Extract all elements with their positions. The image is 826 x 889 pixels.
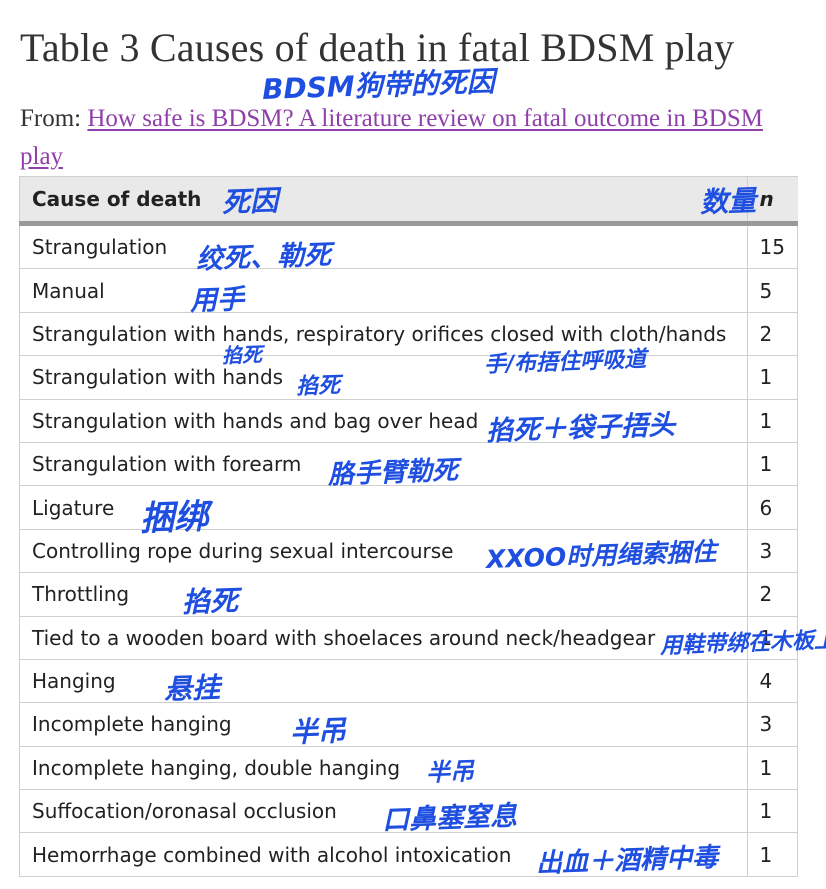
cause-of-death-cell: Strangulation with hands xyxy=(19,355,748,400)
count-cell: 1 xyxy=(746,615,799,660)
cause-of-death-cell: Strangulation xyxy=(19,222,748,270)
handwritten-note-row: 捆绑 xyxy=(139,496,209,540)
handwritten-note-row: 掐死 xyxy=(181,584,239,619)
table-header-row: Cause of death n xyxy=(19,176,798,226)
cause-of-death-cell: Throttling xyxy=(19,572,748,617)
causes-table: Cause of death n Strangulation 15 Manual 5 S… xyxy=(19,176,799,877)
cause-of-death-cell: Manual xyxy=(19,268,748,313)
source-line: From: How safe is BDSM? A literature rev… xyxy=(20,100,780,176)
cause-of-death-cell: Controlling rope during sexual intercour… xyxy=(19,528,748,574)
handwritten-note-row: 绞死、勒死 xyxy=(195,239,332,276)
table-row: Strangulation with hands 1 xyxy=(19,355,799,400)
count-cell: 1 xyxy=(746,398,799,443)
cause-of-death-cell: Ligature xyxy=(19,485,748,530)
handwritten-note-header-cause: 死因 xyxy=(221,184,279,219)
count-cell: 1 xyxy=(746,832,799,877)
table-row: Throttling 2 xyxy=(19,572,799,617)
table-row: Manual 5 xyxy=(19,268,799,313)
table-row: Strangulation 15 xyxy=(19,222,799,270)
count-cell: 1 xyxy=(746,355,799,400)
count-cell: 2 xyxy=(746,311,799,357)
table-title: Table 3 Causes of death in fatal BDSM pl… xyxy=(20,25,735,70)
count-cell: 3 xyxy=(746,702,799,747)
table-row: Controlling rope during sexual intercour… xyxy=(19,528,799,574)
header-cause-of-death: Cause of death xyxy=(19,176,748,226)
table-row: Strangulation with hands and bag over he… xyxy=(19,398,799,443)
table-row: Strangulation with hands, respiratory or… xyxy=(19,311,799,357)
handwritten-note-row: 用手 xyxy=(189,284,245,317)
cause-of-death-cell: Tied to a wooden board with shoelaces ar… xyxy=(19,615,748,660)
handwritten-note-row: 悬挂 xyxy=(163,671,221,706)
from-label: From: xyxy=(20,105,82,132)
count-cell: 1 xyxy=(746,745,799,791)
count-cell: 3 xyxy=(746,528,799,574)
count-cell: 15 xyxy=(746,222,799,270)
handwritten-note-row: 掐死 xyxy=(295,373,341,400)
handwritten-note-row: 半吊 xyxy=(289,714,347,749)
handwritten-note-row: 出血＋酒精中毒 xyxy=(535,842,719,880)
handwritten-note-title: BDSM狗带的死因 xyxy=(261,64,496,107)
table-row: Hanging 4 xyxy=(19,658,799,704)
count-cell: 6 xyxy=(746,485,799,530)
handwritten-note-row: 半吊 xyxy=(425,757,475,787)
count-cell: 4 xyxy=(746,658,799,704)
handwritten-note-header-n: 数量 xyxy=(699,184,757,219)
handwritten-note-row: 胳手臂勒死 xyxy=(327,455,459,491)
table-row: Strangulation with forearm 1 xyxy=(19,441,799,487)
count-cell: 2 xyxy=(746,572,799,617)
cause-of-death-cell: Strangulation with forearm xyxy=(19,441,748,487)
source-article-link[interactable]: How safe is BDSM? A literature review on… xyxy=(20,105,763,170)
table-row: Hemorrhage combined with alcohol intoxic… xyxy=(19,832,799,877)
count-cell: 1 xyxy=(746,441,799,487)
count-cell: 5 xyxy=(746,268,799,313)
handwritten-note-row: 用鞋带绑在木板上 xyxy=(659,627,826,660)
header-n: n xyxy=(746,176,798,226)
table-row: Incomplete hanging 3 xyxy=(19,702,799,747)
table-row: Ligature 6 xyxy=(19,485,799,530)
cause-of-death-cell: Strangulation with hands and bag over he… xyxy=(19,398,748,443)
handwritten-note-row: 手/布捂住呼吸道 xyxy=(483,347,647,378)
cause-of-death-cell: Incomplete hanging, double hanging xyxy=(19,745,748,791)
cause-of-death-cell: Hanging xyxy=(19,658,748,704)
handwritten-note-row: 掐死 xyxy=(221,342,263,368)
table-row: Incomplete hanging, double hanging 1 xyxy=(19,745,799,791)
count-cell: 1 xyxy=(746,789,799,834)
cause-of-death-cell: Hemorrhage combined with alcohol intoxic… xyxy=(19,832,748,877)
cause-of-death-cell: Incomplete hanging xyxy=(19,702,748,747)
handwritten-note-row: 口鼻塞窒息 xyxy=(381,800,518,837)
handwritten-note-row: 掐死＋袋子捂头 xyxy=(485,409,676,448)
